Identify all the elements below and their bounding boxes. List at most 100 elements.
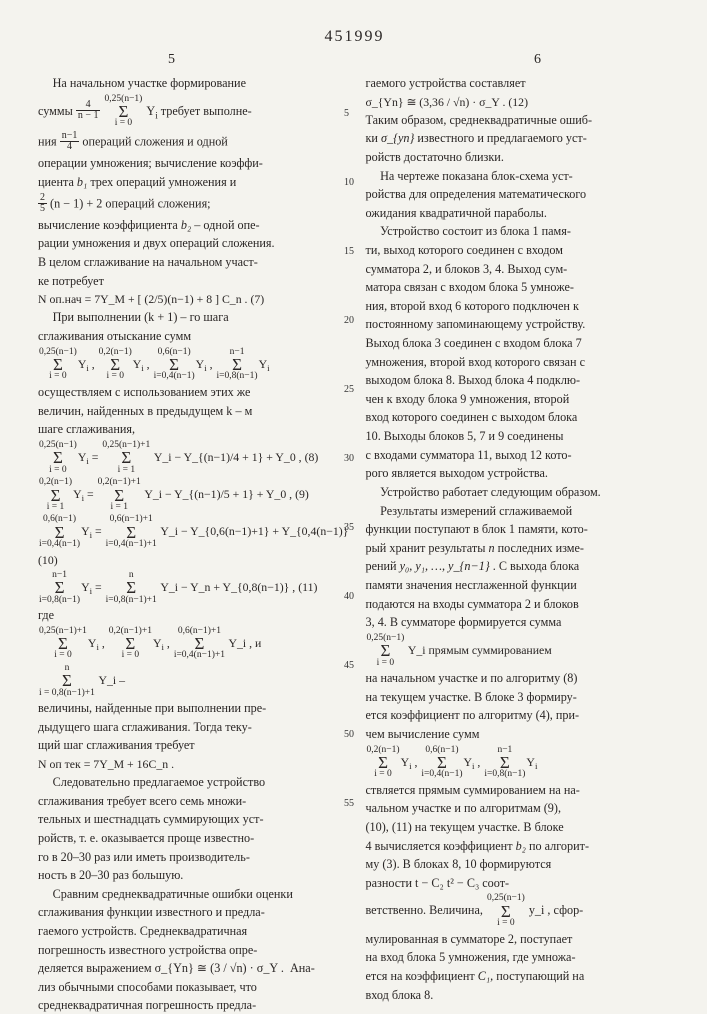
p: вход блока 8. [366, 988, 672, 1004]
t: y_i , сфор- [529, 903, 583, 917]
p: Результаты измерений сглаживаемой [366, 504, 672, 520]
equation-sums-row: 0,25(n−1)Σi = 0Yi , 0,2(n−1)Σi = 0Yi , 0… [38, 348, 344, 382]
t: i=0,8(n−1) [484, 770, 525, 780]
p: памяти значения несглаженной функции [366, 578, 672, 594]
p: ройства для определения математического [366, 187, 672, 203]
sym: σ_{уп} [381, 131, 414, 145]
fraction: 25 [38, 193, 47, 214]
equation-9: 0,2(n−1)Σi = 1Yi = 0,2(n−1)+1Σi = 1 Y_i … [38, 478, 344, 512]
t: ки [366, 131, 382, 145]
p: осуществляем с использованием этих же [38, 385, 344, 401]
p: рации умножения и двух операций сложения… [38, 236, 344, 252]
two-column-body: На начальном участке формирование суммы … [38, 76, 671, 1014]
t: операций сложения и одной [82, 134, 227, 148]
p: шаге сглаживания, [38, 422, 344, 438]
p: (10), (11) на текущем участке. В блоке [366, 820, 672, 836]
inline-eq: t − C₂ t² − C₃ [415, 876, 479, 890]
p: на начальном участке и по алгоритму (8) [366, 671, 672, 687]
p: ожидания квадратичной параболы. [366, 206, 672, 222]
p: ройств достаточно близки. [366, 150, 672, 166]
equation-sum-r: 0,25(n−1)Σi = 0 Y_i прямым суммированием [366, 634, 672, 668]
p: 25 (n − 1) + 2 операций сложения; [38, 194, 344, 215]
p: 4 вычисляется коэффициент b₂ по алгорит- [366, 839, 672, 855]
p: чальном участке и по алгоритмам (9), [366, 801, 672, 817]
equation-sums-r: 0,2(n−1)Σi = 0Yi , 0,6(n−1)Σi=0,4(n−1)Yi… [366, 746, 672, 780]
t: i = 0 [39, 372, 77, 382]
t: трех операций умножения и [90, 175, 236, 189]
t: i = 0 [367, 659, 405, 669]
p: Устройство работает следующим образом. [366, 485, 672, 501]
p: гаемого устройств. Среднеквадратичная [38, 924, 344, 940]
p: вычисление коэффициента b₂ – одной опе- [38, 218, 344, 234]
t: i = 0 [99, 372, 132, 382]
t: i=0,4(n−1) [39, 540, 80, 550]
p: рого является выходом устройства. [366, 466, 672, 482]
sym: b₂ [516, 839, 526, 853]
t: i = 1 [39, 503, 72, 513]
equation-12: σ_{Yn} ≅ (3,36 / √n) · σ_Y . (12) [366, 95, 672, 110]
t: 2 [38, 193, 47, 204]
t: . С выхода блока [493, 559, 579, 573]
sigma: 0,25(n−1)Σi = 0 [105, 95, 143, 129]
p: Устройство состоит из блока 1 памя- [366, 224, 672, 240]
t: i = 0 [105, 119, 143, 129]
t: вычисление коэффициента [38, 218, 181, 232]
equation-10-num: (10) [38, 553, 344, 568]
t: соот- [482, 876, 509, 890]
p: сглаживания требует всего семь множи- [38, 794, 344, 810]
equation-tek: N оп тек = 7Y_M + 16C_n . [38, 757, 344, 772]
inline-eq: σ_{Yn} ≅ (3 / √n) · σ_Y . [155, 961, 284, 975]
column-numbers: 5 6 [38, 52, 671, 68]
t: i=0,8(n−1) [217, 372, 258, 382]
p: ния n−14 операций сложения и одной [38, 132, 344, 153]
page: 451999 5 6 5 10 15 20 25 30 35 40 45 50 … [0, 0, 707, 1000]
p: гаемого устройства составляет [366, 76, 672, 92]
p: му (3). В блоках 8, 10 формируются [366, 857, 672, 873]
t: ния [38, 134, 60, 148]
p: суммы 4n − 1 0,25(n−1)Σi = 0 Yi требует … [38, 95, 344, 129]
page-number: 451999 [38, 28, 671, 46]
t: Y_i − Y_{(n−1)/5 + 1} + Y_0 , (9) [144, 487, 309, 501]
p: на текущем участке. В блоке 3 формиру- [366, 690, 672, 706]
p: операции умножения; вычисление коэффи- [38, 156, 344, 172]
t: Y_i прямым суммированием [408, 643, 552, 657]
p: ветственно. Величина, 0,25(n−1)Σi = 0 y_… [366, 894, 672, 928]
t: Ана- [290, 961, 315, 975]
p: циента b₁ трех операций умножения и [38, 175, 344, 191]
t: i=0,4(n−1) [421, 770, 462, 780]
p: функции поступают в блок 1 памяти, кото- [366, 522, 672, 538]
t: поступающий на [496, 969, 584, 983]
p: 3, 4. В сумматоре формируется сумма [366, 615, 672, 631]
p: щий шаг сглаживания требует [38, 738, 344, 754]
t: i=0,8(n−1) [39, 596, 80, 606]
equation-8: 0,25(n−1)Σi = 0Yi = 0,25(n−1)+1Σi = 1 Y_… [38, 441, 344, 475]
t: требует выполне- [161, 104, 252, 118]
p: лиз обычными способами показывает, что [38, 980, 344, 996]
t: i = 0 [39, 466, 77, 476]
p: Следовательно предлагаемое устройство [38, 775, 344, 791]
t: n − 1 [76, 111, 101, 121]
p: ки σ_{уп} известного и предлагаемого уст… [366, 131, 672, 147]
p: Сравним среднеквадратичные ошибки оценки [38, 887, 344, 903]
p: го в 20–30 раз или иметь производитель- [38, 850, 344, 866]
t: i = 0 [367, 770, 400, 780]
p: сглаживания отыскание сумм [38, 329, 344, 345]
p: где [38, 608, 344, 624]
t: деляется выражением [38, 961, 155, 975]
p: ройств, т. е. оказывается проще известно… [38, 831, 344, 847]
t: i = 0 [39, 651, 87, 661]
t: рений [366, 559, 400, 573]
t: i = 0 [487, 919, 525, 929]
t: i = 1 [102, 466, 150, 476]
t: последних изме- [498, 541, 584, 555]
sym: n [488, 541, 494, 555]
t: 5 [38, 204, 47, 214]
p: сумматора 2, и блоков 3, 4. Выход сум- [366, 262, 672, 278]
t: разности [366, 876, 416, 890]
sym: b₁ [77, 175, 87, 189]
t: i=0,4(n−1)+1 [106, 540, 157, 550]
t: рый хранит результаты [366, 541, 489, 555]
p: ния, второй вход 6 которого подключен к [366, 299, 672, 315]
p: вход которого соединен с выходом блока [366, 410, 672, 426]
p: подаются на входы сумматора 2 и блоков [366, 597, 672, 613]
